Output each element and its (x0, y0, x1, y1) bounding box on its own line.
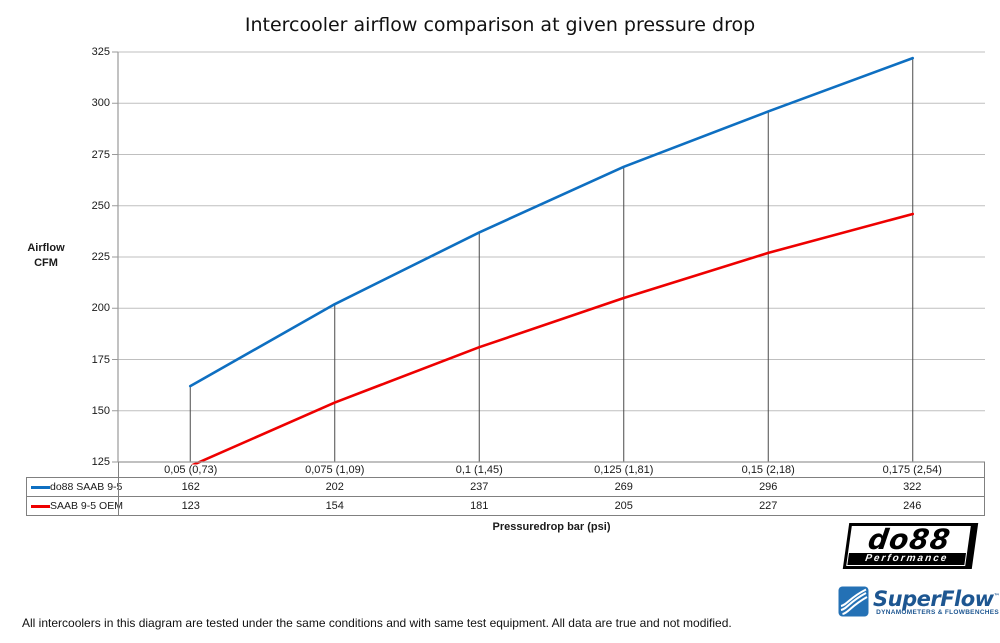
superflow-logo-text: SuperFlow™ DYNAMOMETERS & FLOWBENCHES (873, 586, 1000, 616)
y-tick-label: 175 (91, 353, 110, 366)
value-cell: 202 (262, 478, 407, 497)
value-cell: 322 (840, 478, 985, 497)
y-tick-label: 275 (91, 148, 110, 161)
superflow-waves-icon (838, 586, 869, 617)
table-corner-blank (26, 462, 118, 478)
value-cell: 162 (118, 478, 263, 497)
x-label-cell: 0,05 (0,73) (118, 462, 263, 478)
x-label-cell: 0,1 (1,45) (407, 462, 552, 478)
do88-logo: do88 Performance (842, 523, 979, 569)
legend-cell: do88 SAAB 9-5 (26, 478, 122, 497)
y-tick-label: 125 (91, 456, 110, 468)
do88-logo-subtext: Performance (847, 553, 967, 565)
chart-title: Intercooler airflow comparison at given … (244, 14, 756, 36)
superflow-wordmark: SuperFlow™ (873, 586, 1000, 611)
value-cell: 205 (551, 497, 696, 516)
y-tick-label: 150 (91, 404, 110, 417)
value-cell: 296 (696, 478, 841, 497)
x-axis-title: Pressuredrop bar (psi) (492, 521, 611, 533)
legend-line-swatch (31, 485, 50, 489)
y-tick-label: 325 (91, 46, 110, 58)
trademark-symbol: ™ (993, 593, 1000, 600)
superflow-logo: SuperFlow™ DYNAMOMETERS & FLOWBENCHES (838, 586, 1000, 617)
value-cell: 227 (696, 497, 841, 516)
value-cell: 181 (407, 497, 552, 516)
legend-label: do88 SAAB 9-5 (50, 481, 123, 493)
value-cell: 123 (118, 497, 263, 516)
y-tick-label: 250 (91, 199, 110, 212)
series-lines (188, 56, 915, 465)
superflow-name: SuperFlow (873, 587, 994, 611)
series-line (188, 56, 915, 388)
y-axis-title-line1: Airflow (27, 242, 65, 254)
value-cell: 246 (840, 497, 985, 516)
x-label-cell: 0,15 (2,18) (696, 462, 841, 478)
legend-cell: SAAB 9-5 OEM (26, 497, 123, 516)
x-label-cell: 0,075 (1,09) (262, 462, 407, 478)
y-tick-label: 300 (91, 97, 110, 110)
value-cell: 269 (551, 478, 696, 497)
legend-label: SAAB 9-5 OEM (50, 500, 123, 512)
do88-logo-text: do88 (865, 523, 953, 556)
series-line (190, 212, 915, 465)
value-cell: 237 (407, 478, 552, 497)
x-label-cell: 0,175 (2,54) (840, 462, 985, 478)
do88-logo-box: do88 Performance (842, 523, 979, 569)
y-tick-label: 200 (91, 302, 110, 315)
legend-line-swatch (31, 504, 50, 508)
y-tick-label: 225 (91, 251, 110, 263)
data-table: 0,05 (0,73) 0,075 (1,09) 0,1 (1,45) 0,125 (… (26, 462, 985, 516)
x-label-cell: 0,125 (1,81) (551, 462, 696, 478)
y-axis-title: Airflow CFM (14, 241, 78, 271)
superflow-subtext: DYNAMOMETERS & FLOWBENCHES (876, 609, 1000, 616)
footer-note: All intercoolers in this diagram are tes… (22, 616, 732, 630)
y-axis-title-line2: CFM (34, 257, 58, 269)
value-cell: 154 (262, 497, 407, 516)
